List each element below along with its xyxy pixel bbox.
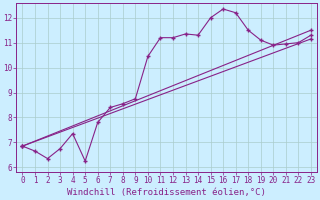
X-axis label: Windchill (Refroidissement éolien,°C): Windchill (Refroidissement éolien,°C) xyxy=(67,188,266,197)
